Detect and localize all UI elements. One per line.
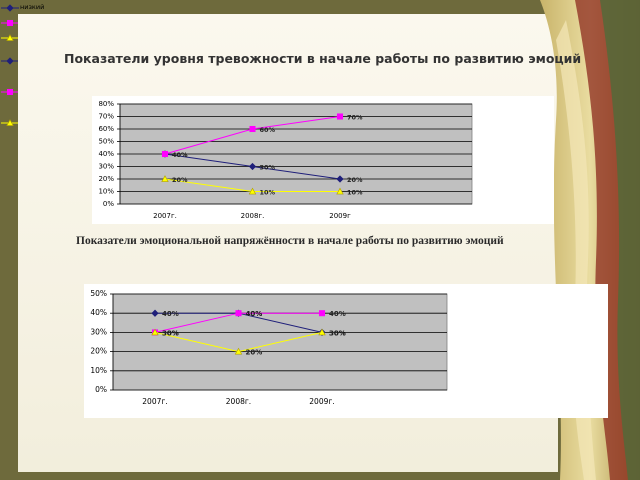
data-label: 40% bbox=[172, 151, 188, 159]
chart: 0% 10% 20% 30% 40% 50% 60% 70% 80% 2007г. 2008г. 20… bbox=[92, 96, 554, 224]
legend-swatch bbox=[1, 88, 19, 96]
y-tick-label: 0% bbox=[95, 385, 107, 394]
data-point bbox=[248, 187, 257, 195]
data-label: 40% bbox=[172, 151, 188, 159]
y-tick-label: 10% bbox=[98, 188, 114, 196]
legend-swatch bbox=[1, 57, 19, 65]
legend-swatch bbox=[1, 19, 19, 27]
data-point bbox=[151, 328, 159, 336]
data-point bbox=[248, 162, 257, 171]
legend-swatch bbox=[1, 118, 19, 126]
data-point bbox=[234, 347, 243, 355]
legend-marker bbox=[6, 19, 14, 27]
data-label: 30% bbox=[260, 164, 276, 172]
data-label: 10% bbox=[347, 189, 363, 197]
y-tick-label: 20% bbox=[98, 175, 114, 183]
y-tick-label: 20% bbox=[90, 347, 107, 356]
data-point bbox=[318, 310, 326, 317]
data-label: 20% bbox=[172, 176, 188, 184]
data-point bbox=[318, 328, 326, 336]
y-tick-label: 40% bbox=[90, 308, 107, 317]
data-label: 40% bbox=[329, 310, 346, 318]
data-label: 30% bbox=[329, 329, 346, 337]
data-point bbox=[336, 187, 344, 195]
data-label: 40% bbox=[162, 310, 179, 318]
y-tick-label: 0% bbox=[103, 200, 114, 208]
legend-marker bbox=[6, 4, 14, 12]
y-tick-label: 10% bbox=[90, 366, 107, 375]
data-point bbox=[161, 175, 169, 182]
data-label: 10% bbox=[260, 189, 276, 197]
x-tick-label: 2007г. bbox=[153, 212, 177, 220]
curtain-stripe bbox=[600, 0, 640, 480]
legend-marker bbox=[6, 34, 14, 42]
legend-swatch bbox=[1, 34, 19, 42]
x-tick-label: 2009г. bbox=[309, 397, 334, 406]
data-point bbox=[235, 310, 242, 317]
y-tick-label: 60% bbox=[98, 125, 114, 133]
data-label: 40% bbox=[246, 310, 263, 318]
data-point bbox=[161, 150, 169, 158]
data-point bbox=[249, 125, 256, 133]
data-label: 20% bbox=[347, 176, 363, 184]
legend-label: низкий bbox=[20, 2, 45, 11]
x-tick-label: 2008г. bbox=[241, 212, 265, 220]
legend-marker bbox=[6, 57, 14, 65]
data-label: 60% bbox=[260, 126, 276, 134]
data-label: 30% bbox=[329, 329, 346, 337]
y-tick-label: 30% bbox=[98, 163, 114, 171]
data-point bbox=[336, 113, 344, 120]
data-label: 70% bbox=[347, 114, 363, 122]
y-tick-label: 70% bbox=[98, 113, 114, 121]
data-label: 20% bbox=[246, 349, 263, 357]
legend-marker bbox=[6, 118, 14, 126]
data-label: 30% bbox=[162, 329, 179, 337]
y-tick-label: 80% bbox=[98, 100, 114, 108]
x-tick-label: 2007г. bbox=[142, 397, 167, 406]
chart-title: Показатели эмоциональной напряжённости в… bbox=[76, 235, 504, 247]
legend-swatch bbox=[1, 4, 19, 12]
legend-entry: низкий bbox=[0, 3, 66, 13]
data-label: 40% bbox=[246, 310, 263, 318]
data-point bbox=[151, 309, 159, 317]
legend-marker bbox=[6, 88, 14, 96]
y-tick-label: 40% bbox=[98, 150, 114, 158]
chart: 0% 10% 20% 30% 40% 50% 2007г. 2008г. 2009г. 40% 40… bbox=[84, 284, 608, 418]
data-label: 30% bbox=[162, 329, 179, 337]
x-tick-label: 2009г bbox=[329, 212, 351, 220]
data-point bbox=[336, 175, 344, 183]
y-tick-label: 50% bbox=[90, 289, 107, 298]
y-tick-label: 50% bbox=[98, 138, 114, 146]
x-tick-label: 2008г. bbox=[226, 397, 251, 406]
y-tick-label: 30% bbox=[90, 327, 107, 336]
chart-title: Показатели уровня тревожности в начале р… bbox=[64, 51, 582, 66]
